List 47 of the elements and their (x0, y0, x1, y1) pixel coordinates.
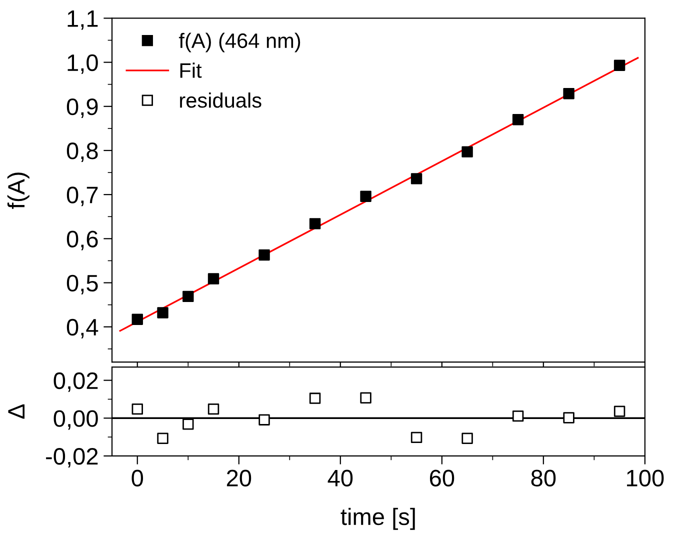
point (132, 314, 143, 325)
point (360, 190, 372, 202)
x-tick-label: 100 (627, 470, 664, 486)
x-tick-label: 80 (531, 470, 556, 486)
text: residuals (180, 92, 262, 108)
y-tick-label: 0,9 (66, 98, 98, 118)
point (182, 418, 194, 430)
point (614, 406, 626, 417)
point (208, 403, 220, 415)
y-tick-label: 0,02 (54, 372, 98, 392)
point (462, 146, 473, 158)
point (563, 88, 574, 100)
legend-label: f(A) (464 nm) (178, 32, 300, 52)
y-tick-label: 1,1 (68, 10, 98, 30)
point (309, 392, 321, 404)
point (309, 218, 321, 230)
y-tick-label: -0,02 (46, 448, 98, 468)
point (614, 60, 626, 71)
point (512, 410, 524, 422)
y-tick-label: 0,7 (66, 186, 98, 206)
x-tick-label: 40 (328, 470, 353, 486)
point (157, 432, 168, 444)
point (410, 432, 422, 444)
point (258, 249, 270, 261)
point (182, 290, 194, 302)
point (258, 414, 270, 426)
x-tick-label: 20 (226, 470, 252, 486)
y-tick-label: 0,4 (66, 318, 98, 338)
point (462, 432, 473, 444)
y-tick-label: 0,00 (54, 410, 98, 430)
y-tick-label: 0,8 (66, 142, 98, 162)
x-tick-label: 0 (132, 470, 144, 486)
point (132, 403, 143, 415)
x-tick-label: 60 (430, 470, 454, 486)
y-tick-label: 1,0 (68, 54, 98, 74)
point (157, 307, 168, 318)
point (563, 412, 574, 424)
y-tick-label: 0,6 (66, 230, 98, 250)
legend-label: Fit (180, 62, 202, 78)
point (208, 273, 220, 284)
x-axis-title: time [s] (340, 508, 415, 530)
y-axis-title: f(A) (7, 172, 30, 209)
y-axis-title: Δ (8, 404, 24, 419)
point (360, 392, 372, 404)
y-tick-label: 0,5 (66, 274, 98, 294)
point (410, 173, 422, 184)
point (512, 114, 524, 126)
